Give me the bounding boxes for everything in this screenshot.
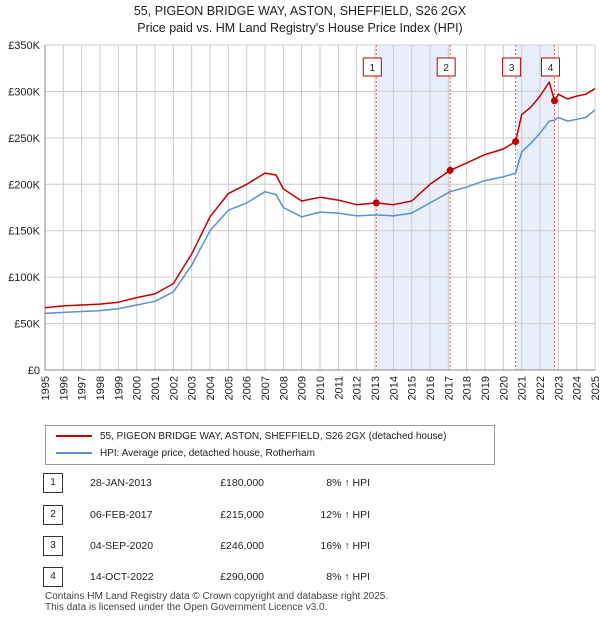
series-lines — [44, 81, 596, 315]
sale-number-badge: 1 — [43, 473, 63, 493]
sale-hpi-diff: 16% ↑ HPI — [320, 540, 370, 552]
y-tick-label: £350K — [8, 40, 40, 52]
grid-lines — [44, 44, 596, 371]
sale-row: 2 06-FEB-2017 £215,000 12% ↑ HPI — [0, 505, 600, 525]
sale-number-badge: 2 — [43, 505, 63, 525]
x-tick-label: 2016 — [425, 376, 437, 400]
x-tick-label: 2002 — [168, 376, 180, 400]
y-tick-label: £300K — [8, 86, 40, 98]
shaded-period-1 — [376, 45, 451, 370]
y-tick-label: £50K — [14, 319, 40, 331]
sale-box-2 — [436, 57, 456, 77]
x-tick-label: 2007 — [260, 376, 272, 400]
sale-row: 3 04-SEP-2020 £246,000 16% ↑ HPI — [0, 536, 600, 556]
x-axis-ticks: 1995 1996 1997 1998 1999 2000 2001 2002 2003 2004… — [40, 376, 600, 400]
sale-box-label-4: 4 — [548, 63, 554, 74]
sale-number-boxes: 1 2 3 4 — [362, 57, 560, 77]
x-tick-label: 2023 — [553, 376, 565, 400]
sale-date: 28-JAN-2013 — [90, 477, 152, 489]
sale-point-4 — [550, 97, 558, 105]
x-tick-label: 1997 — [77, 376, 89, 400]
x-tick-label: 2001 — [150, 376, 162, 400]
x-tick-label: 2021 — [517, 376, 529, 400]
legend-label-hpi: HPI: Average price, detached house, Roth… — [100, 448, 315, 459]
sale-box-1 — [362, 57, 382, 77]
sale-number-badge: 3 — [43, 536, 63, 556]
y-tick-label: £0 — [28, 365, 40, 377]
sale-hpi-diff: 8% ↑ HPI — [326, 477, 370, 489]
x-tick-label: 2010 — [315, 376, 327, 400]
y-tick-label: £250K — [8, 133, 40, 145]
x-tick-label: 2005 — [223, 376, 235, 400]
sale-number-badge: 4 — [43, 567, 63, 587]
x-tick-label: 2019 — [480, 376, 492, 400]
x-tick-label: 1998 — [95, 376, 107, 400]
x-tick-label: 2011 — [333, 376, 345, 400]
sale-price: £180,000 — [220, 477, 264, 489]
sale-price: £246,000 — [220, 540, 264, 552]
sale-date: 04-SEP-2020 — [90, 540, 154, 552]
x-tick-label: 2003 — [187, 376, 199, 400]
x-tick-label: 2013 — [370, 376, 382, 400]
x-tick-label: 2015 — [407, 376, 419, 400]
x-tick-label: 2006 — [242, 376, 254, 400]
sale-point-1 — [372, 199, 380, 207]
x-tick-label: 2004 — [205, 376, 217, 400]
y-tick-label: £150K — [8, 226, 40, 238]
sale-row: 4 14-OCT-2022 £290,000 8% ↑ HPI — [0, 567, 600, 587]
sale-hpi-diff: 12% ↑ HPI — [320, 509, 370, 521]
x-tick-label: 2020 — [498, 376, 510, 400]
sale-date: 06-FEB-2017 — [90, 509, 153, 521]
x-tick-label: 1996 — [58, 376, 70, 400]
sale-price: £290,000 — [220, 571, 264, 583]
legend-label-property: 55, PIGEON BRIDGE WAY, ASTON, SHEFFIELD,… — [100, 431, 447, 442]
price-chart: 1 2 3 4 £0 £50K £100K £150K £200K £250K £300K £350… — [8, 40, 600, 400]
x-tick-label: 2009 — [297, 376, 309, 400]
series-line-property — [44, 81, 596, 309]
x-tick-label: 2000 — [132, 376, 144, 400]
x-tick-label: 2014 — [388, 376, 400, 400]
x-tick-label: 2017 — [443, 376, 455, 400]
legend: 55, PIGEON BRIDGE WAY, ASTON, SHEFFIELD,… — [45, 425, 495, 465]
legend-swatch-hpi — [56, 452, 92, 455]
chart-title-line1: 55, PIGEON BRIDGE WAY, ASTON, SHEFFIELD,… — [133, 4, 467, 18]
sale-hpi-diff: 8% ↑ HPI — [326, 571, 370, 583]
sale-box-4 — [540, 57, 560, 77]
x-tick-label: 2025 — [590, 376, 600, 400]
x-tick-label: 1995 — [40, 376, 52, 400]
footer-copyright: Contains HM Land Registry data © Crown c… — [45, 591, 389, 602]
y-tick-label: £200K — [8, 179, 40, 191]
footer-licence: This data is licensed under the Open Gov… — [45, 602, 328, 613]
sale-point-3 — [512, 138, 520, 146]
footer: Contains HM Land Registry data © Crown c… — [45, 591, 388, 613]
chart-title-line2: Price paid vs. HM Land Registry's House … — [137, 21, 463, 35]
legend-item-property: 55, PIGEON BRIDGE WAY, ASTON, SHEFFIELD,… — [56, 429, 446, 445]
y-tick-label: £100K — [8, 272, 40, 284]
x-tick-label: 2022 — [535, 376, 547, 400]
legend-swatch-property — [56, 435, 92, 438]
sale-box-label-3: 3 — [509, 63, 515, 74]
x-tick-label: 2018 — [462, 376, 474, 400]
sale-points — [372, 97, 558, 207]
legend-item-hpi: HPI: Average price, detached house, Roth… — [56, 446, 315, 462]
x-tick-label: 2008 — [278, 376, 290, 400]
y-axis-ticks: £0 £50K £100K £150K £200K £250K £300K £350K — [8, 40, 40, 377]
series-line-hpi — [44, 109, 596, 315]
x-tick-label: 1999 — [113, 376, 125, 400]
sale-box-3 — [502, 57, 522, 77]
sale-box-label-1: 1 — [370, 63, 376, 74]
x-tick-label: 2024 — [572, 376, 584, 400]
sale-point-2 — [446, 166, 454, 174]
sale-box-label-2: 2 — [443, 63, 449, 74]
sale-price: £215,000 — [220, 509, 264, 521]
x-tick-label: 2012 — [352, 376, 364, 400]
sale-row: 1 28-JAN-2013 £180,000 8% ↑ HPI — [0, 473, 600, 493]
shaded-periods — [376, 45, 555, 370]
sale-date: 14-OCT-2022 — [90, 571, 154, 583]
